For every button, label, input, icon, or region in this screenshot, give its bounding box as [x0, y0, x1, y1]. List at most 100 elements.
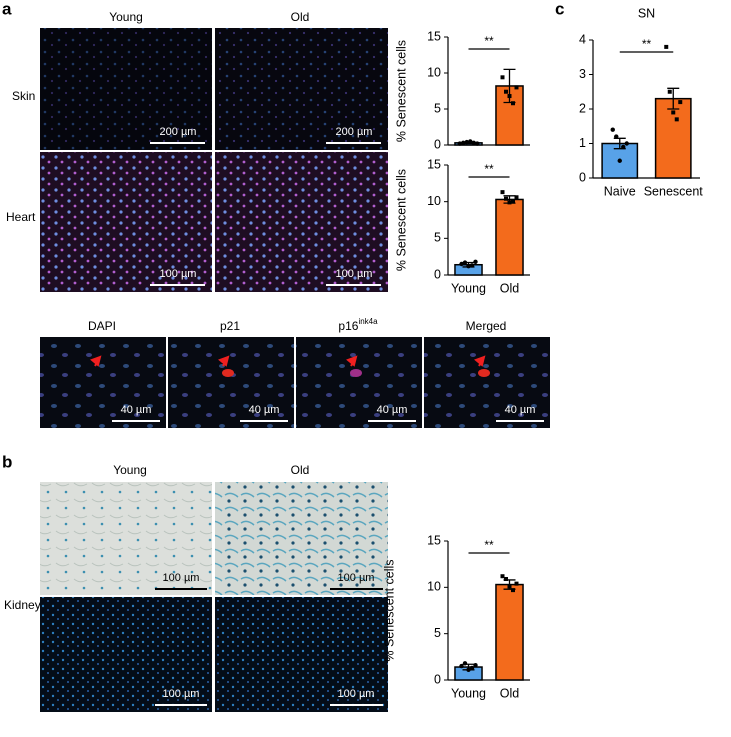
x-tick-label: Naive: [604, 184, 636, 198]
y-tick-label: 0: [434, 672, 441, 686]
data-point: [511, 101, 515, 106]
arrow: [346, 355, 358, 367]
y-tick-label: 10: [427, 194, 441, 208]
significance-label: **: [484, 538, 494, 552]
y-tick-label: 3: [579, 67, 586, 81]
data-point: [511, 198, 515, 203]
data-point: [664, 44, 669, 49]
column-title: Old: [291, 463, 310, 477]
data-point: [461, 140, 466, 146]
row-label: Kidney: [4, 598, 41, 612]
scale-bar-label: 40 µm: [505, 404, 536, 416]
significance-label: **: [484, 34, 494, 48]
skin-image-texture: [40, 28, 212, 150]
data-point: [514, 581, 519, 586]
y-axis-label: % Senescent cells: [394, 169, 408, 271]
heart-image: [215, 152, 388, 292]
arrow: [90, 355, 102, 367]
scale-bar-label: 200 µm: [160, 126, 197, 138]
data-point: [459, 663, 464, 669]
y-tick-label: 2: [579, 101, 586, 115]
data-point: [617, 158, 622, 163]
y-axis-label: % Senescent cells: [382, 559, 396, 661]
data-point: [621, 144, 626, 150]
data-point: [475, 141, 480, 146]
scale-bar-label: 100 µm: [160, 268, 197, 280]
x-tick-label: Senescent: [644, 184, 704, 198]
data-point: [466, 264, 471, 269]
data-point: [504, 576, 508, 581]
data-point: [469, 263, 475, 268]
y-tick-label: 5: [434, 626, 441, 640]
y-tick-label: 0: [434, 137, 441, 151]
row-label: Skin: [12, 89, 35, 103]
scale-bars: 200 µm 200 µm 100 µm 100 µm: [150, 126, 381, 286]
scale-bar-label: 40 µm: [121, 404, 152, 416]
error-bar: [667, 87, 680, 110]
scale-bars: 100 µm 100 µm 100 µm 100 µm: [155, 572, 383, 706]
chart-title: SN: [638, 6, 655, 20]
data-point: [614, 134, 619, 139]
column-title: Young: [109, 10, 143, 24]
data-point: [468, 139, 473, 144]
data-point: [507, 94, 512, 99]
data-point: [473, 662, 478, 668]
arrow: [218, 355, 230, 367]
data-point: [671, 110, 676, 115]
scale-bar-label: 200 µm: [336, 126, 373, 138]
y-tick-label: 15: [427, 157, 441, 171]
y-tick-label: 10: [427, 65, 441, 79]
data-point: [466, 667, 471, 673]
stain-image: [40, 337, 166, 428]
kidney-image: [40, 482, 212, 595]
data-point: [473, 259, 478, 264]
stain-images: 40 µm 40 µm 40 µm 40 µm: [40, 337, 550, 428]
arrow: [474, 355, 486, 367]
scale-bar-label: 100 µm: [336, 268, 373, 280]
y-tick-label: 0: [434, 267, 441, 281]
scale-bar-label: 100 µm: [163, 688, 200, 700]
data-point: [462, 260, 468, 265]
data-point: [507, 584, 512, 589]
stain-image: [296, 337, 422, 428]
data-point: [504, 89, 508, 94]
y-tick-label: 10: [427, 580, 441, 594]
stain-title: p21: [220, 319, 240, 333]
kidney-image: [215, 597, 388, 712]
y-tick-label: 1: [579, 136, 586, 150]
data-point: [514, 85, 519, 90]
heart-image: [40, 152, 212, 292]
column-title: Old: [291, 10, 310, 24]
stain-title: p16ink4a: [338, 317, 378, 333]
x-tick-label: Young: [451, 281, 486, 295]
y-tick-label: 5: [434, 231, 441, 245]
data-point: [514, 195, 519, 200]
x-tick-label: Old: [500, 686, 520, 700]
data-point: [500, 574, 505, 579]
bar: [495, 583, 524, 681]
y-tick-label: 15: [427, 29, 441, 43]
bar: [495, 198, 524, 276]
data-point: [624, 141, 629, 146]
panel-label: b: [2, 452, 12, 471]
scale-bar-label: 40 µm: [377, 404, 408, 416]
data-point: [500, 190, 505, 195]
y-tick-label: 15: [427, 533, 441, 547]
kidney-image: [215, 482, 388, 595]
stain-signal: [222, 369, 234, 377]
y-tick-label: 0: [579, 170, 586, 184]
y-tick-label: 4: [579, 32, 586, 46]
column-title: Young: [113, 463, 147, 477]
data-point: [471, 140, 476, 146]
significance-label: **: [642, 37, 652, 51]
x-tick-label: Young: [451, 686, 486, 700]
panel-label: a: [2, 0, 12, 18]
scale-bar-label: 100 µm: [163, 572, 200, 584]
data-point: [504, 196, 508, 201]
row-label: Heart: [6, 210, 36, 224]
data-point: [667, 89, 672, 94]
scale-bar-label: 100 µm: [338, 688, 375, 700]
scale-bar-label: 40 µm: [249, 404, 280, 416]
y-axis-label: % Senescent cells: [394, 40, 408, 142]
